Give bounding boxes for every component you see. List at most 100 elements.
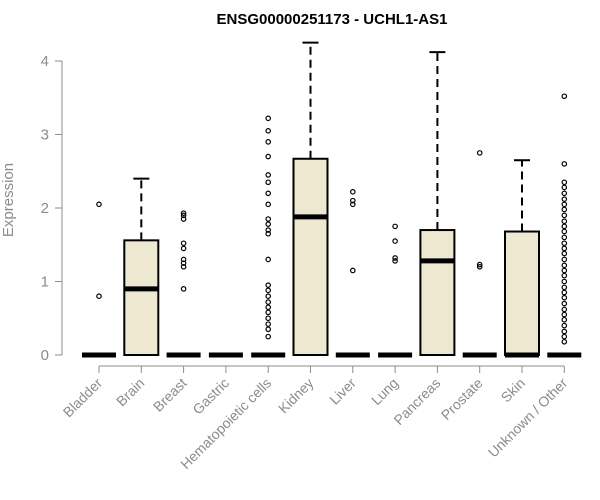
outlier-point xyxy=(561,240,568,247)
outlier-point xyxy=(476,261,483,268)
outlier-point xyxy=(265,304,272,311)
x-tick-label: Skin xyxy=(498,375,529,406)
outlier-point xyxy=(265,179,272,186)
outlier-point xyxy=(561,190,568,197)
outlier-point xyxy=(349,201,356,208)
outlier-point xyxy=(476,150,483,156)
outlier-point xyxy=(96,201,102,208)
outlier-point xyxy=(265,321,272,327)
y-tick-label: 1 xyxy=(41,274,49,291)
box-bladder xyxy=(82,201,116,358)
x-tick-label: Bladder xyxy=(60,375,106,421)
outlier-point xyxy=(265,333,272,340)
chart-title: ENSG00000251173 - UCHL1-AS1 xyxy=(217,11,448,28)
outlier-point xyxy=(349,267,356,274)
outlier-point xyxy=(265,256,272,263)
outlier-point xyxy=(561,333,568,340)
outlier-point xyxy=(392,223,398,230)
outlier-point xyxy=(265,326,272,333)
box-hematopoietic-cells xyxy=(251,115,286,358)
outlier-point xyxy=(265,287,272,294)
outlier-point xyxy=(265,315,272,322)
outlier-point xyxy=(561,228,568,235)
outlier-point xyxy=(561,316,568,323)
box-rect xyxy=(123,239,160,356)
outlier-point xyxy=(561,322,568,329)
outlier-point xyxy=(265,139,272,145)
outlier-point xyxy=(561,267,568,274)
box-pancreas xyxy=(419,51,456,356)
outlier-point xyxy=(561,300,568,307)
outlier-point xyxy=(392,255,398,261)
x-tick-label: Kidney xyxy=(275,375,317,417)
y-tick-label: 3 xyxy=(41,127,49,144)
outlier-point xyxy=(561,206,568,213)
x-tick-label: Lung xyxy=(368,375,401,408)
outlier-point xyxy=(180,216,187,222)
outlier-point xyxy=(265,172,272,178)
outlier-point xyxy=(180,240,187,247)
box-unknown-other xyxy=(547,93,582,358)
y-tick-label: 2 xyxy=(41,200,49,217)
outlier-point xyxy=(265,128,272,134)
outlier-point xyxy=(180,210,187,216)
box-prostate xyxy=(462,150,497,358)
outlier-point xyxy=(392,238,398,244)
outlier-point xyxy=(180,245,187,252)
box-skin xyxy=(504,159,540,358)
y-axis: 0 1 2 3 4 xyxy=(41,53,63,364)
outlier-point xyxy=(561,196,568,202)
outlier-point xyxy=(561,311,568,318)
outlier-point xyxy=(265,153,272,160)
outlier-point xyxy=(561,184,568,191)
x-tick-label: Pancreas xyxy=(390,375,443,428)
outlier-point xyxy=(265,293,272,300)
outlier-point xyxy=(561,294,568,301)
y-tick-label: 0 xyxy=(41,347,49,364)
box-breast xyxy=(166,210,201,358)
outlier-point xyxy=(265,309,272,316)
outlier-point xyxy=(349,197,356,204)
outlier-point xyxy=(180,286,187,292)
outlier-point xyxy=(561,338,568,345)
outlier-point xyxy=(180,260,187,266)
outlier-point xyxy=(180,256,187,263)
outlier-point xyxy=(96,293,102,300)
x-tick-label: Prostate xyxy=(438,375,486,423)
outlier-point xyxy=(561,201,568,208)
box-brain xyxy=(123,177,160,356)
outlier-point xyxy=(349,189,356,195)
box-group xyxy=(82,41,582,358)
outlier-point xyxy=(561,328,568,335)
outlier-point xyxy=(561,234,568,241)
outlier-point xyxy=(561,245,568,252)
x-tick-label: Breast xyxy=(150,375,190,415)
outlier-point xyxy=(265,201,272,208)
outlier-point xyxy=(476,263,483,270)
outlier-point xyxy=(561,179,568,186)
outlier-point xyxy=(265,221,272,227)
outlier-point xyxy=(180,212,187,219)
box-rect xyxy=(419,229,456,356)
outlier-point xyxy=(265,282,272,288)
x-tick-label: Liver xyxy=(326,375,359,408)
outlier-point xyxy=(265,190,272,197)
outlier-point xyxy=(180,263,187,270)
outlier-point xyxy=(561,223,568,230)
outlier-point xyxy=(561,218,568,225)
outlier-point xyxy=(561,256,568,263)
outlier-point xyxy=(265,115,272,122)
box-lung xyxy=(378,223,413,358)
outlier-point xyxy=(561,262,568,269)
outlier-point xyxy=(561,306,568,313)
outlier-point xyxy=(265,227,272,233)
outlier-point xyxy=(392,258,398,264)
outlier-point xyxy=(561,272,568,279)
x-tick-label: Brain xyxy=(113,375,147,409)
outlier-point xyxy=(561,284,568,291)
outlier-point xyxy=(561,93,568,100)
outlier-point xyxy=(561,250,568,257)
y-axis-label: Expression xyxy=(0,163,17,237)
y-tick-label: 4 xyxy=(41,53,49,70)
outlier-point xyxy=(265,230,272,237)
